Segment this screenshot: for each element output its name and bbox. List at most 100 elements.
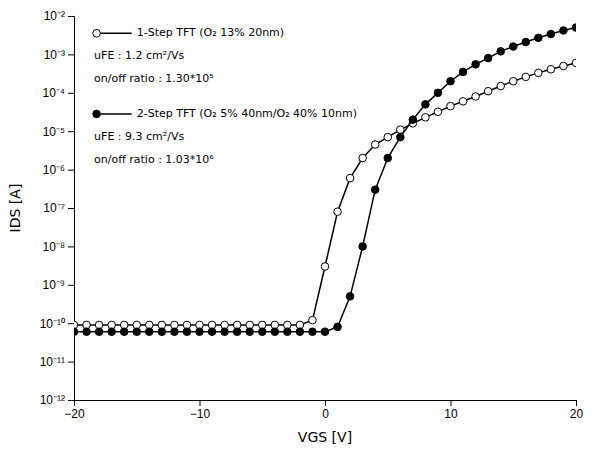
point xyxy=(359,154,367,162)
point xyxy=(484,54,492,62)
point xyxy=(359,243,367,251)
point xyxy=(434,108,442,116)
point xyxy=(384,133,392,141)
y-tick-label: 10⁻¹² xyxy=(40,393,65,407)
point xyxy=(509,43,517,51)
x-tick-mark xyxy=(451,400,452,406)
x-axis: −20 −10 0 10 20 xyxy=(64,400,583,421)
y-tick: 10⁻³ xyxy=(44,48,74,62)
point xyxy=(497,48,505,56)
y-tick-mark xyxy=(68,54,74,55)
x-tick-label: 20 xyxy=(570,407,584,421)
point xyxy=(459,98,467,106)
point xyxy=(309,316,317,324)
legend-entry: 1-Step TFT (O₂ 13% 20nm)uFE : 1.2 cm²/Vs… xyxy=(93,26,284,85)
y-tick-mark xyxy=(68,246,74,247)
point xyxy=(321,328,329,336)
y-tick-mark xyxy=(68,16,74,17)
point xyxy=(572,59,576,67)
y-tick-label: 10⁻⁹ xyxy=(43,278,66,292)
x-tick: 0 xyxy=(322,400,329,421)
x-tick: 20 xyxy=(570,400,584,421)
chart: −20−100102010⁻¹²10⁻¹¹10⁻¹⁰10⁻⁹10⁻⁸10⁻⁷10… xyxy=(0,0,598,454)
point xyxy=(233,328,241,336)
point xyxy=(384,154,392,162)
y-tick-mark xyxy=(68,400,74,401)
point xyxy=(95,328,103,336)
legend-marker xyxy=(93,29,101,37)
point xyxy=(547,65,555,73)
point xyxy=(560,62,568,70)
point xyxy=(409,116,417,124)
x-axis-title: VGS [V] xyxy=(298,429,352,445)
y-axis-title: IDS [A] xyxy=(7,184,23,233)
y-tick-mark xyxy=(68,285,74,286)
point xyxy=(196,328,204,336)
point xyxy=(497,82,505,90)
point xyxy=(509,77,517,85)
marks xyxy=(74,24,576,336)
y-tick: 10⁻¹⁰ xyxy=(40,317,74,331)
x-tick-label: 0 xyxy=(322,407,329,421)
point xyxy=(221,328,229,336)
y-tick-label: 10⁻⁷ xyxy=(43,201,65,215)
point xyxy=(246,328,254,336)
y-axis: 10⁻¹² 10⁻¹¹ 10⁻¹⁰ 10⁻⁹ 10⁻⁸ 10⁻⁷ 10⁻⁶ 10⁻⁵ 10⁻⁴ 1… xyxy=(40,9,75,407)
point xyxy=(296,328,304,336)
point xyxy=(108,328,116,336)
y-tick: 10⁻⁵ xyxy=(43,125,74,139)
point xyxy=(208,328,216,336)
y-tick-label: 10⁻¹¹ xyxy=(40,355,65,369)
legend: 1-Step TFT (O₂ 13% 20nm)uFE : 1.2 cm²/Vs… xyxy=(93,26,357,166)
series xyxy=(74,24,576,336)
y-tick: 10⁻⁹ xyxy=(43,278,75,292)
point xyxy=(371,141,379,149)
x-tick-mark xyxy=(576,400,577,406)
y-tick-label: 10⁻⁸ xyxy=(43,240,65,254)
y-tick-label: 10⁻² xyxy=(44,9,65,23)
point xyxy=(572,24,576,32)
point xyxy=(271,328,279,336)
x-tick-label: 10 xyxy=(444,407,458,421)
y-tick: 10⁻⁸ xyxy=(43,240,74,254)
y-tick: 10⁻¹² xyxy=(40,393,74,407)
plot: −20−100102010⁻¹²10⁻¹¹10⁻¹⁰10⁻⁹10⁻⁸10⁻⁷10… xyxy=(40,9,584,420)
annotation: uFE : 1.2 cm²/Vs xyxy=(94,49,184,62)
point xyxy=(146,328,154,336)
point xyxy=(321,263,329,271)
point xyxy=(158,328,166,336)
y-tick: 10⁻⁶ xyxy=(43,163,74,177)
y-axis-line xyxy=(68,17,75,401)
x-tick-label: −10 xyxy=(190,407,211,421)
point xyxy=(133,328,141,336)
x-axis-line xyxy=(75,401,577,407)
x-tick: −20 xyxy=(64,400,85,421)
annotation: on/off ratio : 1.03*10⁶ xyxy=(94,153,214,166)
y-tick-label: 10⁻⁴ xyxy=(42,86,65,100)
point xyxy=(522,38,530,46)
point xyxy=(171,328,179,336)
point xyxy=(334,208,342,216)
y-tick-mark xyxy=(68,131,74,132)
y-tick-mark xyxy=(68,323,74,324)
x-tick-mark xyxy=(325,400,326,406)
y-tick: 10⁻² xyxy=(44,9,74,23)
point xyxy=(258,328,266,336)
legend-marker xyxy=(93,110,101,118)
y-tick-label: 10⁻⁵ xyxy=(43,125,65,139)
point xyxy=(560,27,568,35)
point xyxy=(522,73,530,81)
y-tick: 10⁻⁷ xyxy=(43,201,74,215)
legend-label: 2-Step TFT (O₂ 5% 40nm/O₂ 40% 10nm) xyxy=(137,107,357,120)
series xyxy=(74,59,576,329)
x-tick: 10 xyxy=(444,400,458,421)
legend-entry: 2-Step TFT (O₂ 5% 40nm/O₂ 40% 10nm)uFE :… xyxy=(93,107,357,166)
y-tick-mark xyxy=(68,208,74,209)
y-tick: 10⁻¹¹ xyxy=(40,355,74,369)
point xyxy=(447,102,455,110)
x-tick: −10 xyxy=(190,400,211,421)
annotation: on/off ratio : 1.30*10⁵ xyxy=(94,72,214,85)
point xyxy=(422,101,430,109)
series-line xyxy=(74,28,576,332)
point xyxy=(547,30,555,38)
